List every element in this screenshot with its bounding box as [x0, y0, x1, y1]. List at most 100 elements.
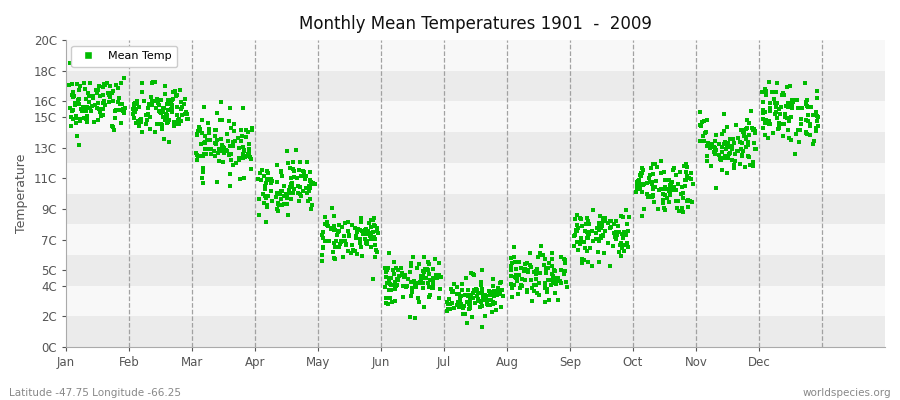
Text: Latitude -47.75 Longitude -66.25: Latitude -47.75 Longitude -66.25	[9, 388, 181, 398]
Point	[663, 192, 678, 198]
Point	[786, 96, 800, 103]
Point	[735, 140, 750, 146]
Point	[464, 296, 478, 303]
Point	[277, 192, 292, 199]
Point	[116, 108, 130, 114]
Point	[608, 236, 623, 242]
Point	[364, 217, 378, 224]
Point	[220, 131, 234, 138]
Point	[222, 152, 237, 158]
Point	[390, 282, 404, 288]
Point	[282, 190, 296, 197]
Point	[283, 184, 297, 190]
Point	[674, 204, 688, 211]
Point	[387, 297, 401, 304]
Point	[286, 186, 301, 192]
Point	[255, 167, 269, 173]
Point	[488, 300, 502, 306]
Point	[212, 158, 226, 164]
Point	[694, 123, 708, 129]
Point	[598, 228, 612, 234]
Point	[365, 276, 380, 282]
Point	[514, 265, 528, 271]
Point	[658, 207, 672, 213]
Point	[404, 262, 419, 269]
Point	[608, 230, 623, 236]
Point	[519, 286, 534, 293]
Point	[254, 177, 268, 184]
Point	[620, 239, 634, 246]
Point	[316, 235, 330, 241]
Point	[422, 284, 436, 290]
Point	[211, 137, 225, 143]
Point	[105, 122, 120, 129]
Point	[83, 105, 97, 111]
Point	[557, 271, 572, 277]
Point	[212, 116, 227, 123]
Point	[389, 282, 403, 289]
Point	[291, 183, 305, 190]
Point	[242, 146, 256, 152]
Point	[334, 224, 348, 230]
Point	[478, 312, 492, 319]
Point	[259, 180, 274, 186]
Point	[382, 295, 397, 302]
Point	[94, 113, 108, 120]
Point	[421, 266, 436, 273]
Point	[590, 225, 605, 231]
Point	[793, 115, 807, 122]
Point	[703, 145, 717, 151]
Point	[774, 104, 788, 110]
Point	[650, 163, 664, 170]
Point	[484, 297, 499, 304]
Point	[793, 127, 807, 133]
Point	[238, 154, 252, 160]
Point	[441, 306, 455, 312]
Point	[681, 175, 696, 181]
Point	[151, 100, 166, 106]
Point	[634, 173, 648, 180]
Point	[674, 184, 688, 190]
Point	[784, 113, 798, 120]
Point	[114, 120, 129, 126]
Point	[619, 221, 634, 228]
Point	[614, 240, 628, 246]
Point	[517, 268, 531, 274]
Point	[201, 120, 215, 126]
Point	[613, 242, 627, 248]
Point	[580, 230, 595, 236]
Point	[356, 231, 370, 238]
Point	[612, 248, 626, 255]
Point	[165, 109, 179, 115]
Point	[302, 188, 316, 194]
Point	[427, 266, 441, 272]
Point	[810, 118, 824, 124]
Point	[583, 245, 598, 252]
Point	[444, 286, 458, 292]
Point	[216, 145, 230, 152]
Point	[93, 93, 107, 100]
Point	[786, 98, 800, 105]
Point	[126, 110, 140, 117]
Point	[600, 240, 615, 246]
Point	[202, 130, 216, 136]
Point	[126, 106, 140, 112]
Point	[663, 188, 678, 195]
Point	[581, 231, 596, 237]
Point	[700, 153, 715, 159]
Point	[744, 125, 759, 132]
Point	[79, 108, 94, 114]
Point	[293, 192, 308, 199]
Point	[422, 292, 436, 298]
Point	[165, 101, 179, 107]
Point	[507, 243, 521, 250]
Point	[422, 270, 436, 277]
Point	[504, 281, 518, 288]
Point	[592, 227, 607, 233]
Point	[720, 144, 734, 150]
Point	[79, 116, 94, 122]
Point	[538, 256, 553, 262]
Point	[452, 304, 466, 310]
Point	[658, 192, 672, 198]
Point	[130, 118, 145, 124]
